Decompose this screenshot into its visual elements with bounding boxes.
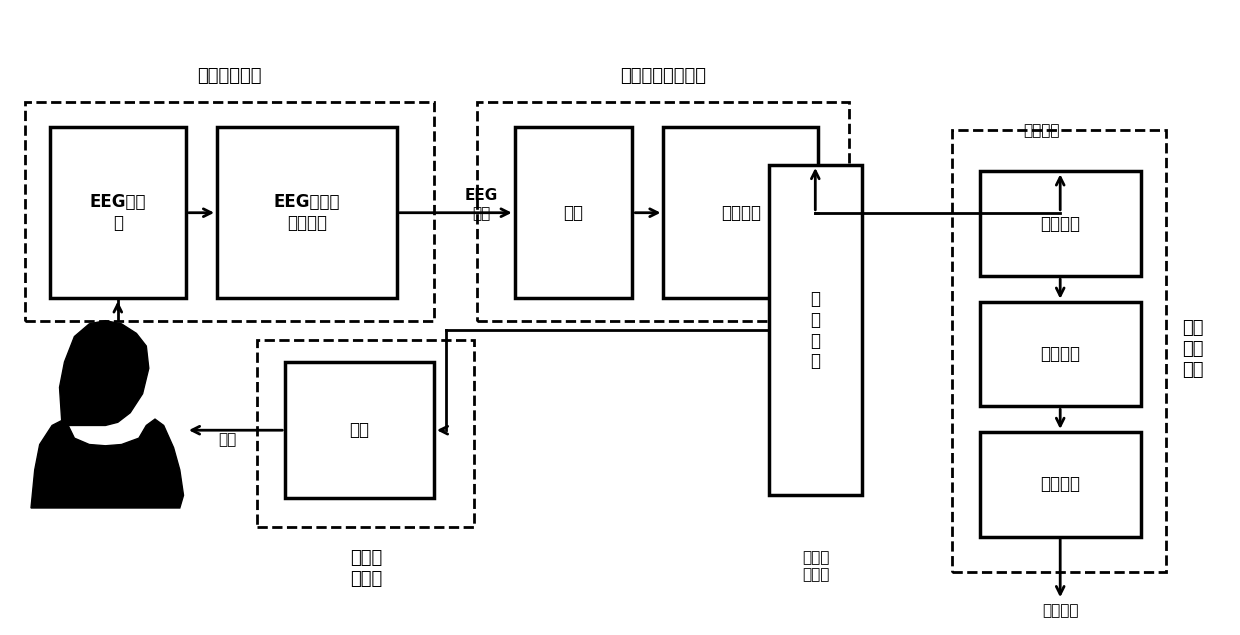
Text: 声音合成: 声音合成 [1040,475,1080,493]
Text: 呼
叫
平
台: 呼 叫 平 台 [810,290,821,370]
Text: 屏幕: 屏幕 [350,421,370,439]
Text: 病房呼
叫模块: 病房呼 叫模块 [802,550,830,583]
Polygon shape [60,321,149,425]
Text: 滤波: 滤波 [563,204,584,222]
Bar [980,171,1141,276]
Text: 脑电信号分析模块: 脑电信号分析模块 [620,67,707,85]
Bar [477,102,849,321]
Text: 语音
合成
模块: 语音 合成 模块 [1182,319,1204,379]
Text: 信号采集模块: 信号采集模块 [197,67,262,85]
Text: 韵律处理: 韵律处理 [1040,345,1080,363]
Bar [285,362,434,498]
Text: 文本处理: 文本处理 [1040,215,1080,233]
Bar [257,340,474,527]
Text: 特征提取: 特征提取 [720,204,761,222]
Polygon shape [31,419,184,508]
Bar [663,127,818,298]
Text: 视觉刺
激模块: 视觉刺 激模块 [350,549,382,588]
Bar [217,127,397,298]
Bar [25,102,434,321]
Bar [515,127,632,298]
Text: 反馈: 反馈 [218,432,236,447]
Bar [980,302,1141,406]
Bar [50,127,186,298]
Bar [952,130,1166,572]
Text: 文本输入: 文本输入 [1023,123,1060,138]
Text: EEG放大器
控制极端: EEG放大器 控制极端 [274,193,340,232]
Text: EEG放大
器: EEG放大 器 [89,193,146,232]
Bar [980,432,1141,537]
Text: 声音输出: 声音输出 [1042,603,1079,618]
Text: EEG
信号: EEG 信号 [465,188,497,221]
Bar [769,165,862,495]
